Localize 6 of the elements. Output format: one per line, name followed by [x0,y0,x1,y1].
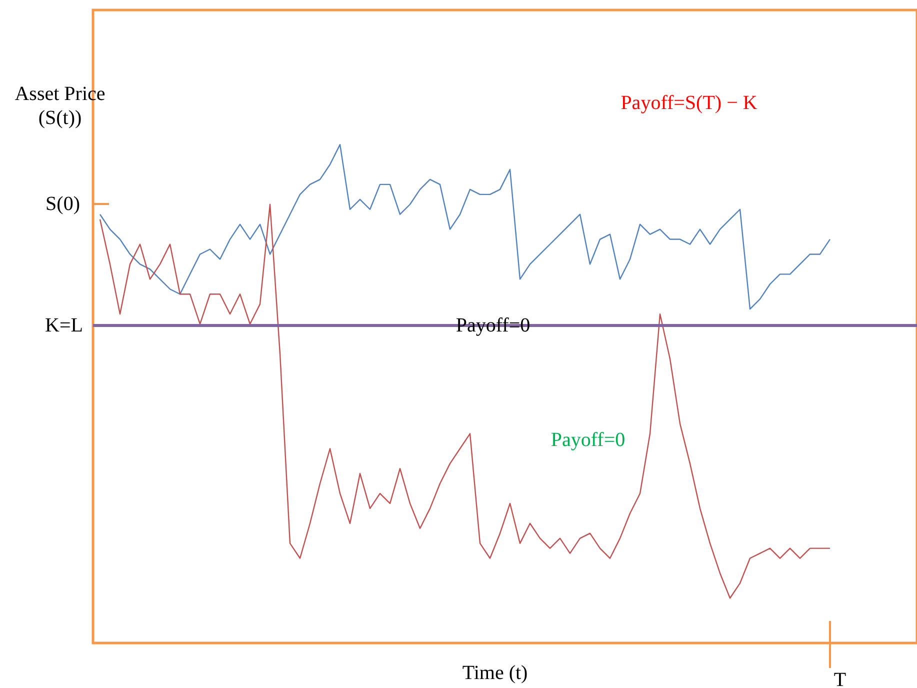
text: S(0) [46,193,80,215]
x-axis-title: Time (t) [462,662,528,684]
text: T [834,669,846,688]
text: Payoff=S(T) − K [620,92,758,114]
ref-line-label: K=L [45,314,83,337]
annotation: Payoff=0 [550,429,626,451]
